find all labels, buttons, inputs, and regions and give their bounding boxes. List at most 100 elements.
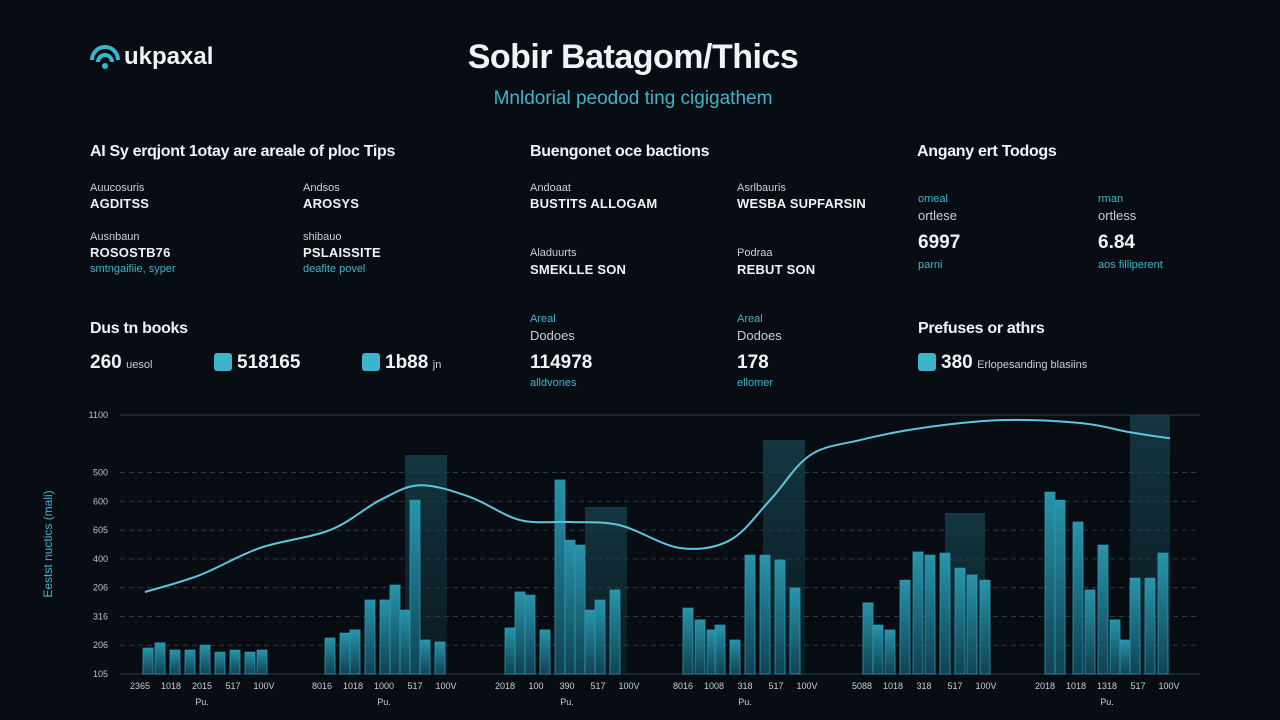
- x-group-label: Pu.: [195, 697, 209, 707]
- bar: [1144, 577, 1156, 675]
- item-value: 6997: [918, 232, 961, 253]
- x-tick-label: 8016: [312, 681, 332, 691]
- x-tick-label: 100: [528, 681, 543, 691]
- bar: [434, 641, 446, 675]
- stat-unit: jn: [432, 359, 442, 371]
- bar: [872, 624, 884, 675]
- stats-heading: Dus tn books: [90, 320, 188, 337]
- bar: [199, 644, 211, 675]
- section-heading: Buengonet oce bactions: [530, 143, 710, 160]
- bar: [169, 649, 181, 675]
- x-tick-label: 8016: [673, 681, 693, 691]
- item-value: SMEKLLE SON: [530, 262, 627, 277]
- bar: [214, 651, 226, 675]
- stat-value: 260: [90, 352, 122, 373]
- y-tick-label: 206: [93, 640, 108, 650]
- stat-note: alldvones: [530, 377, 577, 389]
- section-heading: Angany ert Todogs: [917, 143, 1057, 160]
- x-tick-label: 2018: [1035, 681, 1055, 691]
- x-tick-label: 2015: [192, 681, 212, 691]
- stat: 260 uesol: [90, 352, 152, 374]
- bar: [524, 594, 536, 675]
- stat-value: 1b88: [385, 352, 429, 373]
- item-value: AROSYS: [303, 196, 360, 211]
- stat-label: Areal: [737, 313, 763, 325]
- x-tick-label: 2365: [130, 681, 150, 691]
- item-value: ROSOSTB76: [90, 245, 171, 260]
- bar: [574, 544, 586, 675]
- bar: [862, 602, 874, 675]
- bar: [514, 591, 526, 675]
- y-tick-label: 1100: [89, 410, 108, 420]
- bar: [609, 589, 621, 675]
- bar: [594, 599, 606, 675]
- bar: [979, 579, 991, 675]
- x-tick-label: 1018: [161, 681, 181, 691]
- x-tick-label: 5088: [852, 681, 872, 691]
- x-tick-label: 318: [916, 681, 931, 691]
- x-group-label: Pu.: [1100, 697, 1114, 707]
- bar: [584, 609, 596, 675]
- stat-icon: [362, 353, 380, 371]
- stat: 380 Erlopesanding blasiins: [918, 352, 1087, 374]
- bar: [244, 651, 256, 675]
- bar: [899, 579, 911, 675]
- bar: [349, 629, 361, 675]
- bar: [1119, 639, 1131, 675]
- stats-heading: Prefuses or athrs: [918, 320, 1045, 337]
- bar: [409, 499, 421, 675]
- line: [144, 418, 1171, 593]
- x-tick-label: 517: [1130, 681, 1145, 691]
- item-label: Asrlbauris: [737, 182, 786, 194]
- bar: [1109, 619, 1121, 675]
- stat: 518165: [214, 352, 300, 374]
- item-label: omeal: [918, 193, 948, 205]
- bar: [1157, 552, 1169, 675]
- y-tick-label: 400: [93, 554, 108, 564]
- x-tick-label: 517: [407, 681, 422, 691]
- bar-series: [142, 479, 1169, 675]
- x-tick-label: 1018: [883, 681, 903, 691]
- x-tick-label: 100V: [618, 681, 639, 691]
- x-tick-label: 1018: [343, 681, 363, 691]
- bar: [554, 479, 566, 675]
- bar: [774, 559, 786, 675]
- item-value: PSLAISSITE: [303, 245, 381, 260]
- item-note: smtngaifiie, syper: [90, 263, 176, 275]
- bar: [714, 624, 726, 675]
- bar: [564, 539, 576, 675]
- item-label: shibauo: [303, 231, 342, 243]
- item-label: Ausnbaun: [90, 231, 140, 243]
- bar: [399, 609, 411, 675]
- bar: [379, 599, 391, 675]
- item-value: 6.84: [1098, 232, 1135, 253]
- bar: [229, 649, 241, 675]
- stat-note: ellomer: [737, 377, 774, 389]
- y-tick-label: 600: [93, 496, 108, 506]
- item-label: rman: [1098, 193, 1124, 205]
- y-tick-label: 206: [93, 583, 108, 593]
- bar: [744, 554, 756, 675]
- x-tick-label: 100V: [253, 681, 274, 691]
- item-value: BUSTITS ALLOGAM: [530, 196, 658, 211]
- y-tick-label: 316: [93, 611, 108, 621]
- bar: [884, 629, 896, 675]
- item-label: Auucosuris: [90, 182, 145, 194]
- x-tick-label: 517: [225, 681, 240, 691]
- bar: [504, 627, 516, 675]
- stat-value: 178: [737, 352, 769, 373]
- stat-value: 518165: [237, 352, 301, 373]
- bar: [912, 551, 924, 675]
- bar: [419, 639, 431, 675]
- section-heading: AI Sy erqjont 1otay are areale of ploc T…: [90, 143, 396, 160]
- bar: [1072, 521, 1084, 675]
- bar: [954, 567, 966, 675]
- bar: [1097, 544, 1109, 675]
- item-value: WESBA SUPFARSIN: [737, 196, 866, 211]
- item-label: Aladuurts: [530, 247, 577, 259]
- y-tick-label: 500: [93, 468, 108, 478]
- bar: [339, 632, 351, 675]
- x-tick-label: 1000: [374, 681, 394, 691]
